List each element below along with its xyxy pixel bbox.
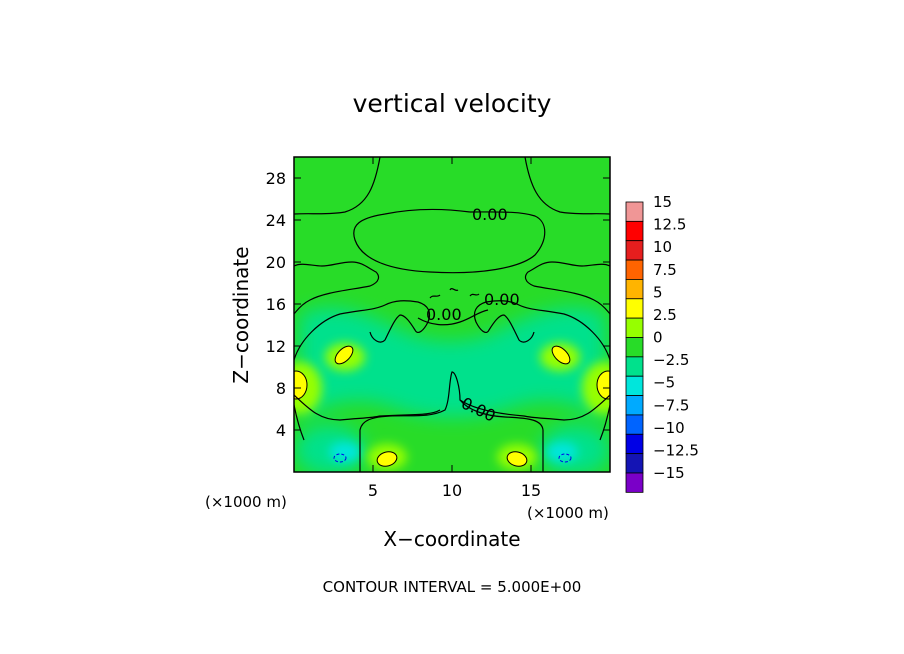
x-tick-label: 5: [368, 481, 378, 500]
colorbar-label: 15: [653, 193, 672, 211]
colorbar-swatch: [625, 453, 644, 474]
strong-downdraft-spots: [329, 442, 578, 462]
colorbar-swatch: [625, 220, 644, 242]
y-tick-label: 28: [266, 169, 286, 188]
axis-ticks: [294, 157, 610, 472]
colorbar-label: 10: [653, 238, 672, 256]
colorbar-label: 12.5: [653, 216, 686, 234]
x-tick-label: 15: [521, 481, 541, 500]
colorbar-swatch: [625, 395, 644, 416]
contour-label: 0.00: [426, 305, 462, 324]
y-axis-label: Z−coordinate: [229, 246, 253, 383]
colorbar-swatch: [625, 240, 644, 261]
contour-label: 0.00: [472, 205, 508, 224]
colorbar-label: 0: [653, 329, 663, 347]
colorbar-swatch: [625, 298, 644, 319]
y-tick-label: 16: [266, 295, 286, 314]
colorbar-label: −15: [653, 464, 685, 482]
colorbar: [625, 201, 644, 493]
colorbar-swatch: [625, 414, 644, 435]
colorbar-label: −12.5: [653, 441, 699, 459]
colorbar-labels: 15 12.5 10 7.5 5 2.5 0 −2.5 −5 −7.5 −10 −12.5 −15: [653, 193, 699, 482]
y-tick-labels: 4 8 12 16 20 24 28: [266, 169, 286, 440]
colorbar-swatch: [625, 433, 644, 455]
colorbar-label: −2.5: [653, 351, 689, 369]
colorbar-swatch: [625, 201, 644, 222]
colorbar-swatch: [625, 375, 644, 396]
zero-contours: [294, 157, 610, 472]
y-unit-label: (×1000 m): [205, 493, 287, 511]
contour-label: 0.00: [484, 290, 520, 309]
colorbar-label: −10: [653, 419, 685, 437]
y-tick-label: 20: [266, 253, 286, 272]
downdraft-minima: [333, 453, 572, 463]
y-tick-label: 8: [276, 379, 286, 398]
colorbar-swatch: [625, 356, 644, 377]
x-tick-label: 10: [442, 481, 462, 500]
x-tick-labels: 5 10 15: [368, 481, 541, 500]
updraft-maxima: [294, 345, 610, 467]
contour-interval-text: CONTOUR INTERVAL = 5.000E+00: [323, 578, 582, 596]
x-axis-label: X−coordinate: [383, 527, 520, 551]
colorbar-label: −5: [653, 374, 675, 392]
colorbar-swatch: [625, 259, 644, 280]
y-tick-label: 4: [276, 421, 286, 440]
colorbar-label: −7.5: [653, 396, 689, 414]
colorbar-label: 7.5: [653, 261, 677, 279]
colorbar-swatch: [625, 337, 644, 358]
colorbar-label: 2.5: [653, 306, 677, 324]
colorbar-swatch: [625, 317, 644, 338]
y-tick-label: 12: [266, 337, 286, 356]
colorbar-label: 5: [653, 283, 663, 301]
plot-area: 0.00 0.00 0.00 0.00: [294, 157, 610, 472]
y-tick-label: 24: [266, 211, 286, 230]
colorbar-swatch: [625, 279, 644, 300]
chart-title: vertical velocity: [353, 89, 552, 118]
x-unit-label: (×1000 m): [527, 504, 609, 522]
colorbar-swatch: [625, 472, 644, 493]
